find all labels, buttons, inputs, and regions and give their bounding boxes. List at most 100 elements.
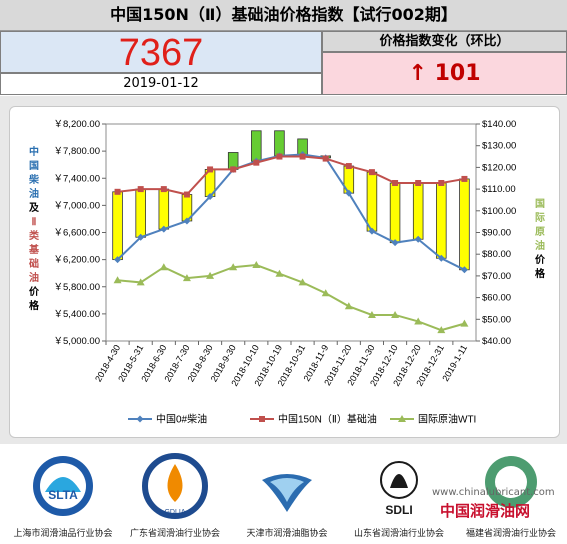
candle bbox=[436, 182, 447, 259]
y-right-tick-label: $90.00 bbox=[482, 228, 511, 239]
logo-guangdong: GDLIA 广东省润滑油行业协会 bbox=[120, 452, 230, 542]
data-point bbox=[415, 179, 422, 186]
logo-caption: 天津市润滑油脂协会 bbox=[246, 529, 328, 539]
y-left-tick-label: ￥6,600.00 bbox=[54, 228, 100, 239]
y-left-label-char: 价 bbox=[29, 286, 40, 298]
legend-marker bbox=[259, 416, 265, 422]
y-right-tick-label: $140.00 bbox=[482, 119, 516, 130]
candle bbox=[135, 188, 146, 238]
series-lines bbox=[113, 151, 469, 334]
legend-marker bbox=[136, 415, 144, 423]
logo-caption: 广东省润滑油行业协会 bbox=[129, 529, 220, 539]
y-left-tick-label: ￥5,000.00 bbox=[54, 336, 100, 347]
data-point bbox=[345, 189, 353, 197]
series-line bbox=[116, 153, 465, 271]
data-point bbox=[275, 269, 284, 277]
logo-caption: 上海市润滑油品行业协会 bbox=[13, 529, 113, 539]
candle bbox=[274, 130, 285, 157]
candle bbox=[459, 178, 470, 271]
y-left-tick-label: ￥7,000.00 bbox=[54, 200, 100, 211]
legend-label: 中国0#柴油 bbox=[156, 413, 207, 426]
data-point bbox=[207, 166, 214, 173]
legend-label: 中国150N（Ⅱ）基础油 bbox=[278, 413, 377, 426]
y-right-tick-label: $50.00 bbox=[482, 314, 511, 325]
slta-logo-icon: SLTA bbox=[33, 456, 93, 516]
chart-area: ￥5,000.00 ￥5,400.00 ￥5,800.00 ￥6,200.00 ￥6,6… bbox=[0, 96, 567, 444]
fujian-logo-icon bbox=[485, 456, 537, 508]
data-point bbox=[299, 153, 306, 160]
data-point bbox=[252, 261, 261, 269]
series-line bbox=[117, 264, 465, 332]
tianjin-logo-icon bbox=[262, 474, 312, 512]
candle bbox=[251, 130, 262, 162]
data-point bbox=[461, 175, 468, 182]
y-right-label-char: 油 bbox=[535, 239, 545, 252]
y-right-label-char: 际 bbox=[535, 212, 545, 224]
logo-caption: 山东省润滑油行业协会 bbox=[353, 529, 444, 539]
y-left-label-char: 油 bbox=[29, 187, 39, 200]
data-point bbox=[437, 326, 446, 334]
y-left-label-char: 中 bbox=[29, 145, 39, 158]
data-point bbox=[391, 239, 399, 247]
data-point bbox=[136, 278, 145, 286]
data-point bbox=[392, 179, 399, 186]
data-point bbox=[438, 179, 445, 186]
data-point bbox=[368, 227, 376, 235]
data-point bbox=[344, 302, 353, 310]
index-value: 7367 bbox=[118, 32, 204, 74]
y-left-label-char: 基 bbox=[28, 243, 40, 256]
y-right-tick-label: $120.00 bbox=[482, 162, 516, 173]
y-right-label-char: 价 bbox=[535, 254, 546, 266]
y-left-label-char: 油 bbox=[29, 271, 39, 284]
data-point bbox=[367, 310, 376, 318]
data-point bbox=[206, 193, 214, 201]
data-point bbox=[160, 186, 167, 193]
legend-label: 国际原油WTI bbox=[418, 413, 476, 426]
index-value-box: 7367 bbox=[0, 31, 322, 74]
y-right-label-char: 国 bbox=[535, 198, 545, 210]
data-point bbox=[183, 191, 190, 198]
logo-shanghai: SLTA 上海市润滑油品行业协会 bbox=[8, 452, 118, 542]
y-right-tick-label: $80.00 bbox=[482, 249, 511, 260]
association-logos: SLTA 上海市润滑油品行业协会 GDLIA 广东省润滑油行业协会 天津市润滑油… bbox=[0, 444, 567, 544]
y-right-tick-label: $70.00 bbox=[482, 271, 511, 282]
data-point bbox=[114, 256, 122, 264]
data-point bbox=[460, 319, 469, 327]
y-right-tick-label: $130.00 bbox=[482, 141, 516, 152]
data-point bbox=[321, 289, 330, 297]
logo-fujian: 福建省润滑油行业协会 bbox=[456, 452, 566, 542]
data-point bbox=[114, 188, 121, 195]
index-date: 2019-01-12 bbox=[0, 73, 322, 95]
price-chart: ￥5,000.00 ￥5,400.00 ￥5,800.00 ￥6,200.00 ￥6,6… bbox=[28, 119, 546, 426]
data-point bbox=[368, 169, 375, 176]
y-left-tick-label: ￥5,800.00 bbox=[54, 282, 100, 293]
y-left-label-char: 及 bbox=[29, 202, 40, 214]
y-left-label-char: 柴 bbox=[28, 173, 40, 186]
y-left-tick-label: ￥7,800.00 bbox=[54, 146, 100, 157]
data-point bbox=[137, 186, 144, 193]
data-point bbox=[230, 166, 237, 173]
data-point bbox=[391, 310, 400, 318]
y-left-label-char: 础 bbox=[29, 257, 39, 270]
data-point bbox=[298, 278, 307, 286]
legend: 中国0#柴油 中国150N（Ⅱ）基础油 国际原油WTI bbox=[128, 413, 476, 426]
series-line bbox=[117, 155, 465, 196]
candle bbox=[389, 182, 401, 244]
data-point bbox=[137, 233, 145, 241]
y-right-tick-label: $110.00 bbox=[482, 184, 516, 195]
watermark-url: www.chinalubricant.com bbox=[432, 487, 555, 498]
data-point bbox=[160, 225, 168, 233]
change-value: ↑ 101 bbox=[322, 52, 567, 95]
gdlia-logo-icon: GDLIA bbox=[142, 453, 208, 519]
sdli-logo-icon: SDLI bbox=[380, 461, 418, 517]
y-right-tick-label: $40.00 bbox=[482, 336, 511, 347]
data-point bbox=[322, 155, 329, 162]
y-right-tick-label: $100.00 bbox=[482, 206, 516, 217]
logo-shandong: SDLI 山东省润滑油行业协会 bbox=[344, 452, 454, 542]
y-left-tick-label: ￥8,200.00 bbox=[54, 119, 100, 130]
candle bbox=[158, 188, 170, 230]
data-point bbox=[183, 217, 191, 225]
data-point bbox=[182, 274, 191, 282]
change-label: 价格指数变化（环比） bbox=[322, 31, 567, 52]
svg-text:SDLI: SDLI bbox=[385, 503, 412, 517]
